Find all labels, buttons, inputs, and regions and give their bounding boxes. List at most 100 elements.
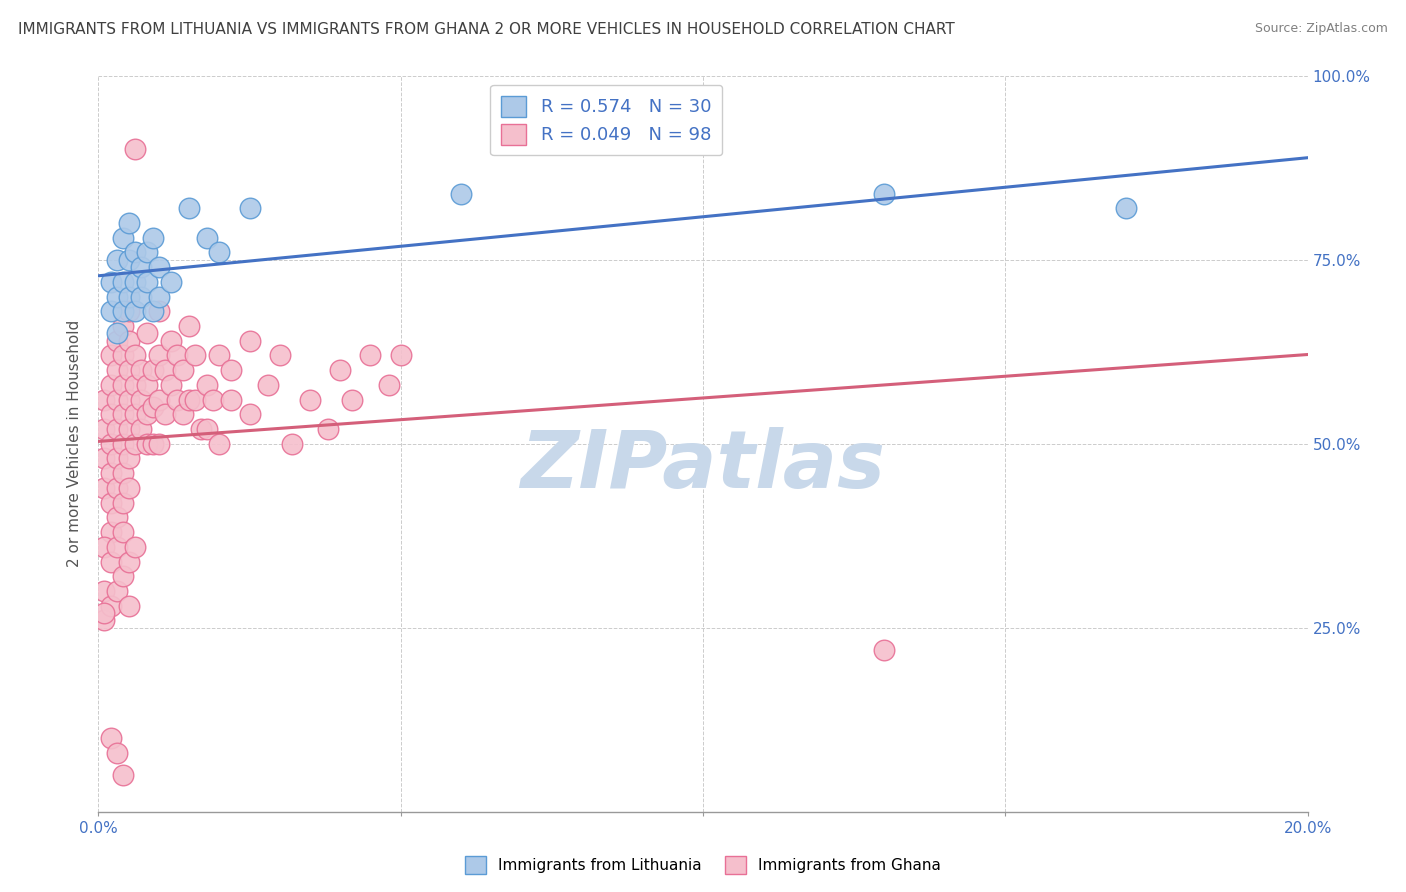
Point [111, 318, 134, 333]
Point [160, 334, 183, 348]
Point [148, 260, 170, 275]
Point [105, 540, 128, 554]
Point [142, 230, 165, 244]
Point [195, 230, 218, 244]
Point [148, 289, 170, 303]
Point [148, 348, 170, 362]
Point [135, 436, 157, 450]
Text: IMMIGRANTS FROM LITHUANIA VS IMMIGRANTS FROM GHANA 2 OR MORE VEHICLES IN HOUSEHO: IMMIGRANTS FROM LITHUANIA VS IMMIGRANTS … [18, 22, 955, 37]
Point [111, 348, 134, 362]
Text: ZIPatlas: ZIPatlas [520, 427, 886, 505]
Point [239, 334, 262, 348]
Point [118, 554, 141, 569]
Point [135, 407, 157, 421]
Point [129, 392, 152, 407]
Point [111, 275, 134, 289]
Point [105, 289, 128, 303]
Point [105, 451, 128, 466]
Point [100, 378, 122, 392]
Point [105, 392, 128, 407]
Point [118, 252, 141, 267]
Point [93, 422, 115, 436]
Point [124, 436, 146, 450]
Point [179, 318, 201, 333]
Point [166, 348, 188, 362]
Point [135, 326, 157, 341]
Point [111, 496, 134, 510]
Point [93, 392, 115, 407]
Point [100, 436, 122, 450]
Point [111, 230, 134, 244]
Point [195, 378, 218, 392]
Point [148, 392, 170, 407]
Point [184, 348, 207, 362]
Point [93, 540, 115, 554]
Point [111, 407, 134, 421]
Point [873, 642, 896, 657]
Point [221, 363, 243, 377]
Point [329, 363, 352, 377]
Point [129, 422, 152, 436]
Point [105, 422, 128, 436]
Point [93, 451, 115, 466]
Point [124, 348, 146, 362]
Point [118, 392, 141, 407]
Point [105, 326, 128, 341]
Point [239, 202, 262, 216]
Point [100, 496, 122, 510]
Point [135, 275, 157, 289]
Point [118, 599, 141, 613]
Point [100, 348, 122, 362]
Point [124, 407, 146, 421]
Point [118, 216, 141, 230]
Point [281, 436, 304, 450]
Point [100, 599, 122, 613]
Point [100, 731, 122, 746]
Point [202, 392, 225, 407]
Point [160, 275, 183, 289]
Point [105, 252, 128, 267]
Point [105, 363, 128, 377]
Y-axis label: 2 or more Vehicles in Household: 2 or more Vehicles in Household [67, 320, 83, 567]
Point [118, 481, 141, 495]
Point [118, 289, 141, 303]
Point [166, 392, 188, 407]
Point [124, 275, 146, 289]
Point [148, 436, 170, 450]
Point [142, 363, 165, 377]
Point [299, 392, 322, 407]
Point [100, 275, 122, 289]
Point [873, 186, 896, 201]
Point [239, 407, 262, 421]
Point [100, 304, 122, 318]
Text: Source: ZipAtlas.com: Source: ZipAtlas.com [1254, 22, 1388, 36]
Point [208, 245, 231, 260]
Point [179, 202, 201, 216]
Point [93, 481, 115, 495]
Point [190, 422, 212, 436]
Point [111, 524, 134, 539]
Point [184, 392, 207, 407]
Point [111, 304, 134, 318]
Point [100, 524, 122, 539]
Point [342, 392, 364, 407]
Point [124, 304, 146, 318]
Point [160, 378, 183, 392]
Point [124, 378, 146, 392]
Point [316, 422, 339, 436]
Point [118, 304, 141, 318]
Point [129, 260, 152, 275]
Point [256, 378, 278, 392]
Point [129, 363, 152, 377]
Legend: R = 0.574   N = 30, R = 0.049   N = 98: R = 0.574 N = 30, R = 0.049 N = 98 [491, 85, 723, 155]
Point [93, 614, 115, 628]
Point [360, 348, 382, 362]
Point [269, 348, 291, 362]
Point [105, 510, 128, 524]
Point [124, 142, 146, 157]
Point [389, 348, 412, 362]
Legend: Immigrants from Lithuania, Immigrants from Ghana: Immigrants from Lithuania, Immigrants fr… [458, 850, 948, 880]
Point [93, 606, 115, 620]
Point [111, 466, 134, 480]
Point [450, 186, 472, 201]
